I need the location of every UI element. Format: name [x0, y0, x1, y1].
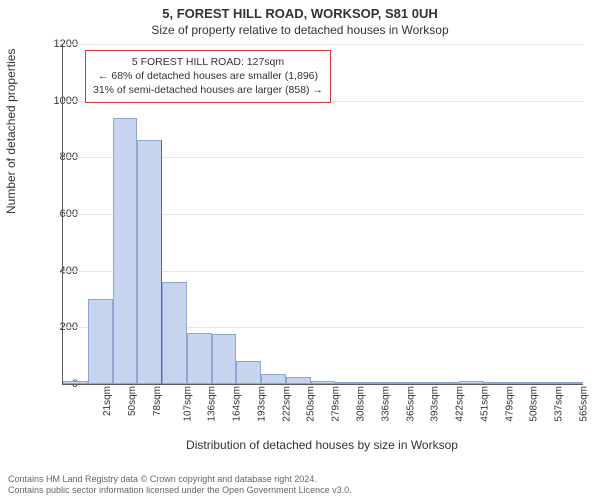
x-tick-label: 50sqm [127, 386, 138, 416]
histogram-bar [434, 382, 459, 384]
annot-line2: ← 68% of detached houses are smaller (1,… [93, 69, 323, 83]
x-tick-label: 21sqm [102, 386, 113, 416]
histogram-bar [236, 361, 261, 384]
annot-line3: 31% of semi-detached houses are larger (… [93, 83, 323, 97]
x-tick-label: 308sqm [356, 386, 367, 422]
histogram-bar [459, 381, 484, 384]
histogram-bar [410, 382, 435, 384]
histogram-bar [558, 382, 583, 384]
x-tick-label: 336sqm [380, 386, 391, 422]
histogram-bar [113, 118, 138, 384]
histogram-bar [385, 382, 410, 384]
histogram-bar [162, 282, 187, 384]
x-tick-label: 537sqm [554, 386, 565, 422]
x-tick-label: 250sqm [306, 386, 317, 422]
x-tick-label: 193sqm [257, 386, 268, 422]
histogram-bar [311, 381, 336, 384]
x-axis-label: Distribution of detached houses by size … [62, 438, 582, 452]
gridline [63, 44, 583, 45]
footer-line2: Contains public sector information licen… [8, 485, 352, 496]
annot-line1: 5 FOREST HILL ROAD: 127sqm [93, 55, 323, 69]
footer-note: Contains HM Land Registry data © Crown c… [8, 474, 352, 497]
histogram-bar [63, 381, 88, 384]
chart-title-sub: Size of property relative to detached ho… [0, 23, 600, 37]
histogram-bar [88, 299, 113, 384]
histogram-bar [533, 382, 558, 384]
annotation-box: 5 FOREST HILL ROAD: 127sqm ← 68% of deta… [85, 50, 331, 103]
histogram-bar [187, 333, 212, 384]
x-tick-label: 565sqm [578, 386, 589, 422]
histogram-bar [261, 374, 286, 384]
histogram-bar [212, 334, 237, 384]
x-tick-label: 451sqm [479, 386, 490, 422]
x-tick-label: 107sqm [182, 386, 193, 422]
x-tick-label: 365sqm [405, 386, 416, 422]
x-tick-label: 479sqm [504, 386, 515, 422]
x-tick-label: 393sqm [430, 386, 441, 422]
highlight-marker [161, 140, 163, 384]
x-tick-label: 164sqm [232, 386, 243, 422]
x-tick-label: 279sqm [331, 386, 342, 422]
plot-area: 5 FOREST HILL ROAD: 127sqm ← 68% of deta… [62, 44, 583, 385]
x-tick-label: 422sqm [455, 386, 466, 422]
x-tick-label: 222sqm [281, 386, 292, 422]
y-axis-label: Number of detached properties [4, 198, 18, 214]
chart-container: 5, FOREST HILL ROAD, WORKSOP, S81 0UH Si… [0, 0, 600, 500]
x-tick-label: 136sqm [207, 386, 218, 422]
x-tick-label: 78sqm [152, 386, 163, 416]
histogram-bar [335, 382, 360, 384]
x-tick-label: 508sqm [529, 386, 540, 422]
footer-line1: Contains HM Land Registry data © Crown c… [8, 474, 352, 485]
histogram-bar [484, 382, 509, 384]
histogram-bar [360, 382, 385, 384]
chart-title-main: 5, FOREST HILL ROAD, WORKSOP, S81 0UH [0, 0, 600, 21]
histogram-bar [286, 377, 311, 384]
y-axis-label-wrap: Number of detached properties [12, 44, 28, 384]
histogram-bar [137, 140, 162, 384]
histogram-bar [509, 382, 534, 384]
